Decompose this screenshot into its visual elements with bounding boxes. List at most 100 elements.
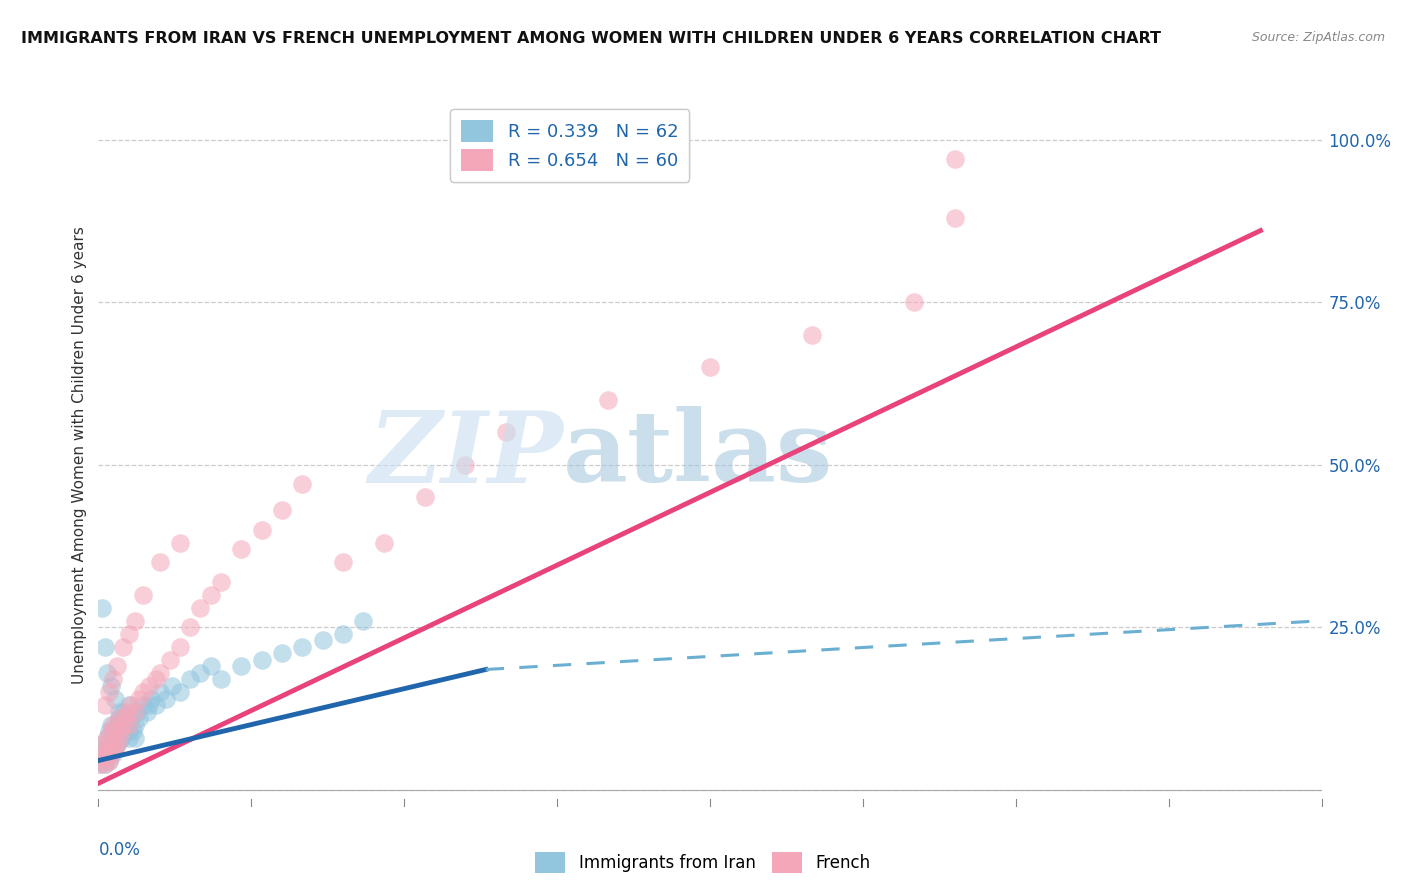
Point: [413, 490, 436, 504]
Point: [373, 535, 395, 549]
Point: [943, 211, 966, 225]
Point: [188, 600, 212, 615]
Point: [105, 718, 128, 732]
Point: [115, 718, 138, 732]
Point: [101, 731, 124, 745]
Point: [105, 659, 128, 673]
Point: [145, 698, 167, 713]
Point: [250, 523, 273, 537]
Point: [231, 542, 253, 557]
Point: [120, 711, 142, 725]
Point: [111, 705, 134, 719]
Text: ZIP: ZIP: [368, 407, 564, 503]
Legend: R = 0.339   N = 62, R = 0.654   N = 60: R = 0.339 N = 62, R = 0.654 N = 60: [450, 109, 689, 182]
Point: [132, 588, 155, 602]
Point: [96, 750, 118, 764]
Point: [97, 724, 120, 739]
Point: [89, 756, 111, 771]
Point: [160, 679, 183, 693]
Point: [149, 555, 172, 569]
Point: [179, 672, 201, 686]
Point: [124, 718, 146, 732]
Point: [96, 731, 118, 745]
Point: [108, 734, 131, 748]
Point: [97, 737, 120, 751]
Point: [97, 740, 120, 755]
Point: [332, 626, 354, 640]
Point: [159, 653, 181, 667]
Point: [93, 737, 115, 751]
Point: [91, 750, 114, 764]
Point: [699, 360, 721, 375]
Text: IMMIGRANTS FROM IRAN VS FRENCH UNEMPLOYMENT AMONG WOMEN WITH CHILDREN UNDER 6 YE: IMMIGRANTS FROM IRAN VS FRENCH UNEMPLOYM…: [21, 31, 1161, 46]
Point: [100, 724, 122, 739]
Point: [209, 574, 232, 589]
Point: [105, 737, 128, 751]
Point: [124, 731, 146, 745]
Point: [118, 718, 141, 732]
Point: [91, 600, 114, 615]
Point: [138, 698, 160, 713]
Point: [169, 640, 191, 654]
Point: [155, 691, 177, 706]
Point: [200, 659, 222, 673]
Point: [97, 685, 120, 699]
Point: [105, 737, 128, 751]
Point: [149, 665, 172, 680]
Point: [108, 711, 131, 725]
Point: [111, 727, 134, 741]
Point: [903, 295, 925, 310]
Point: [93, 747, 115, 761]
Point: [97, 754, 120, 768]
Point: [250, 653, 273, 667]
Point: [93, 640, 115, 654]
Point: [188, 665, 212, 680]
Point: [93, 756, 115, 771]
Point: [169, 535, 191, 549]
Point: [100, 718, 122, 732]
Point: [120, 698, 142, 713]
Point: [231, 659, 253, 673]
Point: [801, 327, 824, 342]
Point: [104, 724, 127, 739]
Point: [93, 744, 115, 758]
Point: [111, 640, 134, 654]
Point: [115, 705, 138, 719]
Point: [179, 620, 201, 634]
Point: [101, 718, 124, 732]
Point: [110, 724, 132, 739]
Point: [291, 477, 314, 491]
Point: [118, 698, 141, 713]
Legend: Immigrants from Iran, French: Immigrants from Iran, French: [529, 846, 877, 880]
Point: [100, 744, 122, 758]
Point: [100, 747, 122, 761]
Point: [89, 756, 111, 771]
Point: [104, 740, 127, 755]
Point: [332, 555, 354, 569]
Point: [118, 626, 141, 640]
Y-axis label: Unemployment Among Women with Children Under 6 years: Unemployment Among Women with Children U…: [72, 226, 87, 684]
Point: [598, 392, 620, 407]
Point: [209, 672, 232, 686]
Point: [270, 646, 294, 660]
Text: 0.0%: 0.0%: [98, 841, 141, 859]
Point: [312, 633, 335, 648]
Point: [96, 665, 118, 680]
Point: [118, 731, 141, 745]
Point: [101, 747, 124, 761]
Point: [495, 425, 517, 439]
Point: [145, 672, 167, 686]
Point: [93, 756, 115, 771]
Point: [128, 691, 150, 706]
Point: [454, 458, 477, 472]
Point: [124, 705, 146, 719]
Point: [200, 588, 222, 602]
Point: [132, 698, 155, 713]
Point: [124, 614, 146, 628]
Point: [114, 711, 136, 725]
Point: [108, 705, 131, 719]
Point: [114, 724, 136, 739]
Point: [110, 731, 132, 745]
Point: [91, 744, 114, 758]
Point: [169, 685, 191, 699]
